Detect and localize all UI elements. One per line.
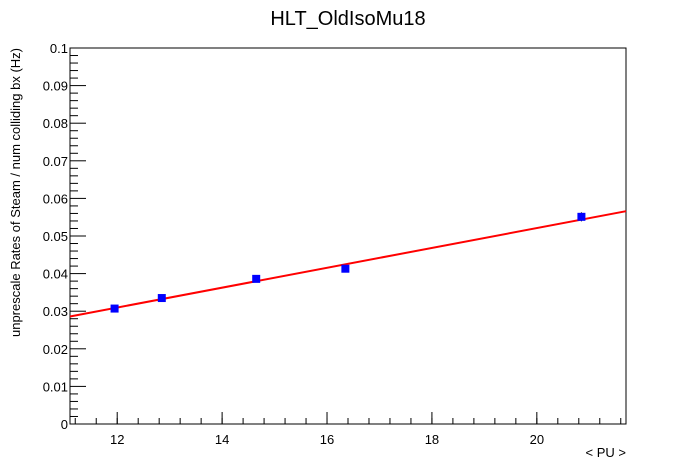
y-axis-label: unprescale Rates of Steam / num collidin… [8,48,23,337]
data-point [341,264,350,273]
data-point [252,274,261,283]
x-axis-label: < PU > [586,445,626,460]
y-tick-label: 0.03 [43,304,68,319]
x-axis-ticks: 12 14 16 18 20 [110,412,544,447]
y-tick-label: 0.05 [43,229,68,244]
chart-title: HLT_OldIsoMu18 [270,8,425,30]
y-tick-label: 0.1 [50,41,68,56]
data-points [110,212,586,313]
x-tick-label: 14 [215,432,229,447]
y-tick-label: 0 [61,417,68,432]
fit-line [69,210,627,318]
y-tick-label: 0.09 [43,79,68,94]
x-tick-label: 18 [425,432,439,447]
fit-line-group [69,210,627,318]
x-tick-label: 12 [110,432,124,447]
data-point [157,294,166,303]
y-minor-ticks [70,55,78,417]
y-tick-label: 0.02 [43,342,68,357]
y-tick-label: 0.01 [43,379,68,394]
y-tick-label: 0.07 [43,154,68,169]
y-tick-label: 0.06 [43,191,68,206]
data-point [577,212,586,221]
y-axis-ticks: 0 0.01 0.02 0.03 0.04 0.05 0.06 0.07 0.08 0.09 0.1 [43,41,86,432]
x-tick-label: 16 [320,432,334,447]
x-minor-ticks [74,418,622,424]
x-tick-label: 20 [530,432,544,447]
data-point [110,304,119,313]
y-tick-label: 0.04 [43,267,68,282]
y-tick-label: 0.08 [43,116,68,131]
plot-frame [69,47,627,425]
